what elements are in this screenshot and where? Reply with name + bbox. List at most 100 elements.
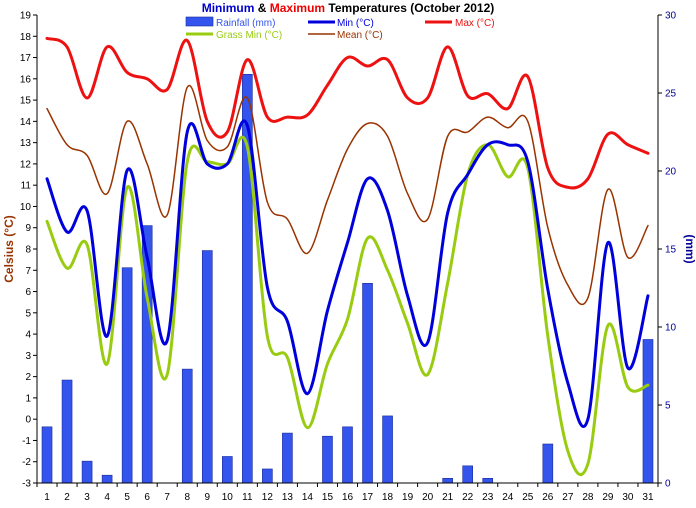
y-tick-label: 9 [25,223,31,234]
y2-tick-label: 0 [665,479,671,490]
rainfall-bars [41,73,654,484]
rainfall-bar-day-15 [322,435,333,484]
y-tick-label: 4 [25,330,31,341]
x-tick-label: 30 [622,492,634,503]
y2-tick-label: 5 [665,401,671,412]
y-tick-label: 5 [25,308,31,319]
y-tick-label: 17 [20,53,32,64]
legend-label-mean: Mean (°C) [337,30,383,41]
x-tick-label: 17 [362,492,374,503]
y-tick-label: 18 [20,32,32,43]
rainfall-bar-day-9 [201,250,213,484]
y2-tick-label: 30 [665,11,677,22]
y-tick-label: 19 [20,11,32,22]
x-tick-label: 28 [582,492,594,503]
chart-axes: -3-2-10123456789101112131415161718190510… [20,11,677,504]
x-tick-label: 8 [184,492,190,503]
y-tick-label: -2 [22,457,31,468]
y-tick-label: 2 [25,372,31,383]
y-tick-label: 3 [25,351,31,362]
rainfall-bar-day-26 [542,443,554,484]
grass-min-line [45,135,650,477]
rainfall-bar-day-31 [642,339,654,484]
y2-tick-label: 25 [665,89,677,100]
max-line [45,36,650,190]
x-tick-label: 9 [204,492,210,503]
x-tick-label: 12 [262,492,274,503]
rainfall-bar-day-13 [282,432,293,484]
x-tick-label: 2 [64,492,70,503]
y-tick-label: 14 [20,117,32,128]
y-tick-label: -3 [22,479,31,490]
rainfall-bar-day-2 [61,379,73,484]
x-tick-label: 22 [462,492,474,503]
rainfall-bar-day-21 [442,478,453,484]
chart-legend: Rainfall (mm) Min (°C) Max (°C) Grass Min (… [185,16,495,41]
rainfall-bar-day-22 [462,465,473,484]
y-tick-label: 8 [25,245,31,256]
x-tick-label: 23 [482,492,494,503]
y-tick-label: 12 [20,159,32,170]
y-tick-label: 15 [20,96,32,107]
rainfall-bar-day-8 [181,368,193,484]
x-tick-label: 1 [44,492,50,503]
y2-axis-label: (mm) [683,234,696,263]
x-tick-label: 11 [242,492,253,503]
rainfall-bar-day-12 [262,468,273,484]
rainfall-bar-day-5 [121,267,133,484]
rainfall-bar-day-3 [81,460,93,484]
y-tick-label: 0 [25,415,31,426]
x-tick-label: 10 [222,492,234,503]
x-tick-label: 6 [144,492,150,503]
x-tick-label: 21 [442,492,454,503]
legend-swatch-rainfall [185,16,214,27]
y2-tick-label: 20 [665,167,677,178]
rainfall-bar-day-1 [41,426,53,484]
x-tick-label: 14 [302,492,314,503]
legend-label-rainfall: Rainfall (mm) [216,18,275,29]
x-tick-label: 16 [342,492,354,503]
rainfall-bar-day-10 [222,456,233,484]
x-tick-label: 13 [282,492,294,503]
temperature-lines [45,36,650,477]
y-tick-label: 1 [25,393,31,404]
legend-label-min: Min (°C) [337,18,374,29]
min-line [45,119,650,428]
x-tick-label: 24 [502,492,514,503]
rainfall-bar-day-17 [362,283,373,484]
legend-label-grass-min: Grass Min (°C) [216,30,282,41]
y-tick-label: 10 [20,202,32,213]
rainfall-bar-day-16 [342,426,353,484]
title-minimum: Minimum [201,1,255,15]
x-tick-label: 25 [522,492,534,503]
x-tick-label: 31 [642,492,654,503]
title-maximum: Maximum [269,1,326,15]
x-tick-label: 4 [104,492,110,503]
y-tick-label: 16 [20,74,32,85]
x-tick-label: 26 [542,492,554,503]
y2-tick-label: 15 [665,245,677,256]
x-tick-label: 18 [382,492,394,503]
x-tick-label: 15 [322,492,334,503]
chart-title: Minimum & Maximum Temperatures (October … [0,1,696,15]
x-tick-label: 20 [422,492,434,503]
x-tick-label: 3 [84,492,90,503]
y-tick-label: 13 [20,138,32,149]
y2-tick-label: 10 [665,323,677,334]
x-tick-label: 5 [124,492,130,503]
x-tick-label: 7 [164,492,170,503]
title-ampersand: & [254,1,270,15]
title-rest: Temperatures (October 2012) [325,1,495,15]
y-tick-label: 6 [25,287,31,298]
x-tick-label: 29 [602,492,614,503]
y-axis-label: Celsius (°C) [2,215,16,282]
y-tick-label: 7 [25,266,31,277]
y-tick-label: -1 [22,436,31,447]
rainfall-bar-day-18 [382,415,393,484]
mean-line [46,84,649,306]
x-tick-label: 27 [562,492,574,503]
rainfall-bar-day-4 [101,474,113,484]
x-tick-label: 19 [402,492,414,503]
legend-label-max: Max (°C) [455,18,495,29]
